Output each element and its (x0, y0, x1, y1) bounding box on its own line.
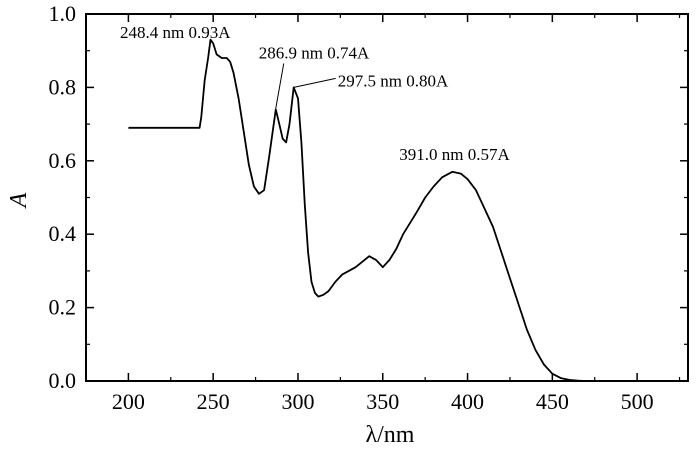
y-axis-title: A (6, 192, 32, 209)
spectrum-line (128, 38, 595, 382)
peak-annotation: 297.5 nm 0.80A (338, 71, 449, 90)
peak-annotation: 391.0 nm 0.57A (399, 145, 510, 164)
y-tick-label: 0.0 (49, 368, 77, 393)
peak-annotations: 248.4 nm 0.93A 286.9 nm 0.74A 297.5 nm 0.8… (120, 23, 511, 164)
axis-titles: λ/nm A (6, 192, 415, 448)
plot-frame (85, 13, 689, 382)
x-tick-label: 300 (281, 389, 314, 414)
tick-marks (85, 13, 688, 382)
peak-annotation: 248.4 nm 0.93A (120, 23, 231, 42)
y-tick-label: 0.6 (49, 148, 77, 173)
x-axis-title: λ/nm (366, 422, 415, 448)
x-tick-label: 500 (621, 389, 654, 414)
annotation-leader (275, 63, 285, 109)
y-tick-label: 0.2 (49, 295, 77, 320)
x-tick-label: 400 (451, 389, 484, 414)
x-tick-label: 450 (536, 389, 569, 414)
y-tick-label: 1.0 (49, 1, 77, 26)
peak-annotation: 286.9 nm 0.74A (259, 43, 370, 62)
x-tick-label: 250 (197, 389, 230, 414)
y-tick-label: 0.4 (49, 221, 77, 246)
tick-labels: 200 250 300 350 400 450 500 0.0 0.2 0.4 0.6 0.8 1.0 (49, 1, 654, 414)
x-tick-label: 200 (112, 389, 145, 414)
x-tick-label: 350 (366, 389, 399, 414)
annotation-leader (293, 77, 336, 88)
y-tick-label: 0.8 (49, 74, 77, 99)
axes (85, 13, 689, 382)
series-layer (128, 38, 595, 382)
